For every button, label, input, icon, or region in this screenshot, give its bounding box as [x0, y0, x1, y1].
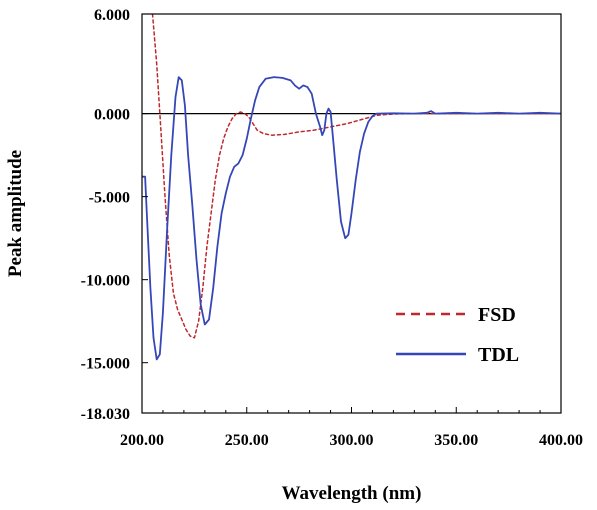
y-tick-label: -15.000 — [81, 356, 130, 373]
y-tick-label: 6.000 — [94, 7, 130, 24]
x-tick-label: 350.00 — [434, 432, 478, 449]
legend: FSD TDL — [396, 304, 519, 366]
y-axis-title: Peak amplitude — [5, 150, 26, 277]
x-tick-label: 250.00 — [225, 432, 269, 449]
y-tick-label: -18.030 — [81, 406, 130, 423]
legend-label-fsd: FSD — [478, 304, 516, 326]
x-tick-label: 200.00 — [120, 432, 164, 449]
x-axis-title: Wavelength (nm) — [282, 483, 422, 504]
series-line-tdl — [142, 76, 561, 361]
series-layer — [142, 14, 561, 361]
y-tick-label: -10.000 — [81, 273, 130, 290]
y-tick-label: 0.000 — [94, 107, 130, 124]
x-tick-label: 400.00 — [539, 432, 583, 449]
series-line-fsd — [151, 14, 561, 339]
x-tick-label: 300.00 — [330, 432, 374, 449]
y-tick-label: -5.000 — [89, 190, 130, 207]
legend-label-tdl: TDL — [478, 344, 519, 366]
ticks-layer: 200.00 250.00 300.00 350.00 400.00 6.000 0.000… — [81, 7, 583, 449]
